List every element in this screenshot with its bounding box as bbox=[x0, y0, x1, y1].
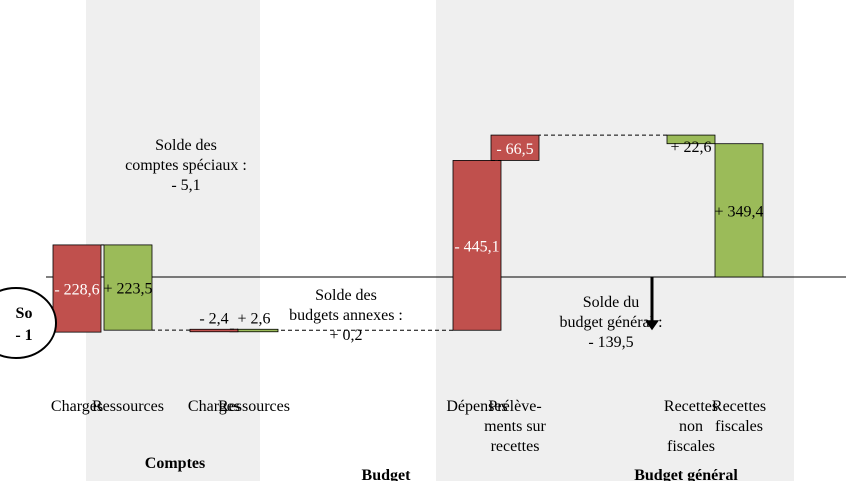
value-label-5: + 2,6 bbox=[237, 310, 270, 327]
category-label-3: ments sur bbox=[484, 418, 546, 435]
category-label-8: Charges bbox=[51, 398, 103, 415]
category-label-1: fiscales bbox=[715, 418, 763, 435]
category-label-6: Charges bbox=[188, 398, 240, 415]
connectors bbox=[0, 134, 667, 333]
category-label-7: Ressources bbox=[92, 398, 164, 415]
solde-budget-general: Solde du bbox=[583, 294, 639, 311]
bar-8 bbox=[52, 244, 102, 333]
labels: + 349,4 Recettes fiscales + 22,6 Recettes non… bbox=[0, 137, 766, 481]
bars bbox=[52, 134, 764, 333]
category-label-3: Prélève- bbox=[488, 398, 541, 415]
bar-7 bbox=[103, 244, 153, 331]
category-label-2: fiscales bbox=[667, 438, 715, 455]
value-label-8: - 228,6 bbox=[54, 282, 99, 299]
category-label-4: Dépenses bbox=[446, 398, 507, 415]
bar-1 bbox=[714, 143, 764, 278]
solde-budget-general: - 139,5 bbox=[588, 334, 633, 351]
solde-budgets-annexes: Solde des bbox=[315, 287, 377, 304]
value-label-4: - 445,1 bbox=[454, 238, 499, 255]
bar-4 bbox=[452, 160, 502, 331]
category-label-2: non bbox=[679, 418, 703, 435]
group-budget-general: Budget général bbox=[634, 467, 738, 481]
solde-budget-general: budget général : bbox=[559, 314, 662, 331]
solde-comptes-speciaux: - 5,1 bbox=[171, 177, 200, 194]
value-label-7: + 223,5 bbox=[103, 281, 152, 298]
bar-2 bbox=[666, 134, 716, 145]
bar-3 bbox=[490, 134, 540, 161]
value-label-3: - 66,5 bbox=[496, 141, 533, 158]
group-budgets: Budget bbox=[362, 467, 412, 481]
solde-circle bbox=[0, 287, 57, 359]
solde-budgets-annexes: budgets annexes : bbox=[289, 307, 403, 324]
value-label-1: + 349,4 bbox=[714, 203, 763, 220]
group-comptes: Comptes bbox=[145, 455, 205, 472]
solde-budgets-annexes: + 0,2 bbox=[329, 327, 362, 344]
band-comptes-speciaux bbox=[86, 0, 260, 481]
solde-circle-text: So bbox=[16, 305, 33, 322]
balance-arrowhead bbox=[645, 320, 659, 331]
solde-comptes-speciaux: Solde des bbox=[155, 137, 217, 154]
value-label-6: - 2,4 bbox=[199, 310, 228, 327]
category-label-2: Recettes bbox=[664, 398, 718, 415]
category-label-3: recettes bbox=[491, 438, 540, 455]
category-label-5: Ressources bbox=[218, 398, 290, 415]
solde-circle-text: - 1 bbox=[15, 327, 32, 344]
category-label-1: Recettes bbox=[712, 398, 766, 415]
solde-comptes-speciaux: comptes spéciaux : bbox=[125, 157, 247, 174]
value-label-2: + 22,6 bbox=[670, 139, 711, 156]
